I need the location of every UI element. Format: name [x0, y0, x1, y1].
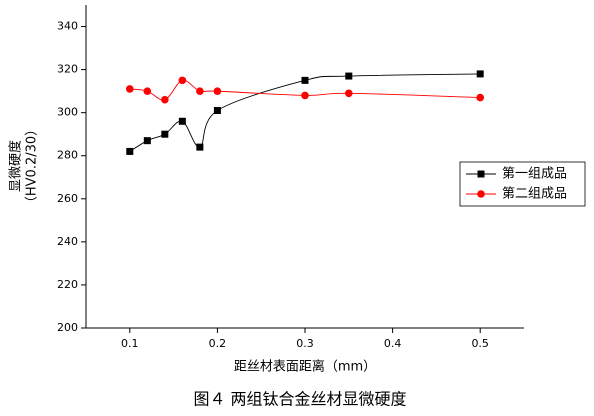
- caption: 图４ 两组钛合金丝材显微硬度: [193, 390, 406, 409]
- y-tick-label: 240: [57, 235, 78, 248]
- marker: [213, 107, 221, 115]
- marker: [301, 91, 309, 100]
- y-tick-label: 280: [57, 149, 78, 162]
- marker: [345, 72, 353, 80]
- y-tick-label: 200: [57, 321, 78, 334]
- y-axis-label: 显微硬度 （HV0.2/30）: [8, 123, 40, 209]
- y-tick-label: 300: [57, 106, 78, 119]
- marker: [196, 87, 204, 95]
- marker: [301, 76, 309, 84]
- x-tick-label: 0.3: [296, 337, 314, 350]
- marker: [126, 85, 134, 93]
- marker: [345, 89, 353, 98]
- x-axis-label: 距丝材表面距离（mm）: [234, 359, 376, 375]
- y-tick-label: 260: [57, 192, 78, 205]
- legend-marker: [477, 190, 485, 198]
- marker: [476, 70, 484, 78]
- legend-label: 第一组成品: [502, 167, 567, 182]
- x-tick-label: 0.5: [471, 337, 489, 350]
- series-line: [129, 73, 481, 152]
- marker: [161, 95, 169, 104]
- marker: [161, 130, 169, 138]
- marker: [476, 93, 485, 102]
- x-tick-label: 0.2: [209, 337, 227, 350]
- marker: [143, 137, 151, 145]
- x-tick-label: 0.4: [384, 337, 402, 350]
- y-axis-label-line: 显微硬度: [8, 140, 24, 192]
- marker: [126, 147, 134, 155]
- marker: [178, 117, 186, 125]
- marker: [178, 76, 187, 85]
- marker: [213, 87, 222, 95]
- legend-box: [459, 161, 586, 207]
- marker: [196, 143, 204, 151]
- y-axis-label-line: （HV0.2/30）: [25, 123, 40, 209]
- legend-label: 第二组成品: [502, 187, 567, 202]
- y-tick-label: 340: [57, 20, 78, 33]
- y-tick-label: 220: [57, 278, 78, 291]
- legend-marker: [477, 170, 485, 178]
- x-tick-label: 0.1: [121, 337, 139, 350]
- y-tick-label: 320: [57, 63, 78, 76]
- marker: [143, 87, 152, 95]
